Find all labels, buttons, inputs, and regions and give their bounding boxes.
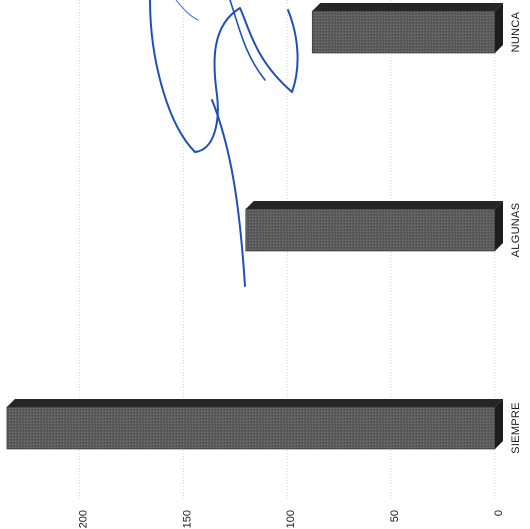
tick-label: 150 <box>181 510 193 528</box>
bar-side <box>495 3 503 53</box>
handwritten-scribble <box>149 0 299 287</box>
bar-top <box>6 399 504 407</box>
tick-label: 0 <box>493 510 505 516</box>
bar-front <box>6 406 496 450</box>
category-label: NUNCA <box>510 11 522 52</box>
tick-label: 100 <box>285 510 297 528</box>
pen-stroke <box>229 0 266 81</box>
bar-front <box>245 208 496 252</box>
category-axis-labels: SIEMPRE ALGUNAS NUNCA <box>510 11 522 453</box>
bar-top <box>312 3 503 11</box>
tick-label: 50 <box>389 510 401 522</box>
tick-label: 200 <box>78 510 90 528</box>
bar-top <box>245 201 503 209</box>
category-label: SIEMPRE <box>510 402 522 454</box>
bar-side <box>495 201 503 251</box>
pen-stroke <box>149 0 299 153</box>
value-axis-ticks: 0 50 100 150 200 <box>78 510 505 528</box>
bars <box>6 3 504 450</box>
bar-side <box>495 399 503 449</box>
pen-stroke <box>175 0 199 21</box>
bar-front <box>311 10 496 54</box>
pen-stroke <box>211 99 246 287</box>
category-label: ALGUNAS <box>510 203 522 258</box>
